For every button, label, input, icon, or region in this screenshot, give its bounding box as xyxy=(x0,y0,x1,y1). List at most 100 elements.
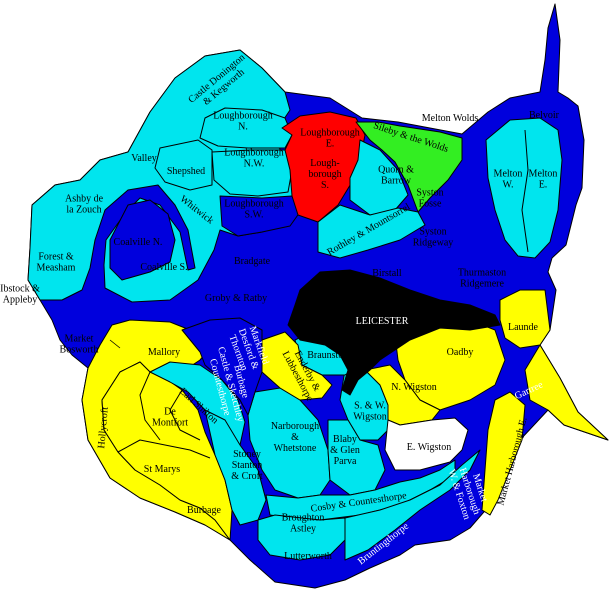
label-line: Syston xyxy=(419,227,446,238)
label-blaby: Blaby & Glen Parva xyxy=(330,434,360,467)
label-line: Thurmaston xyxy=(458,268,506,279)
label-syston-fosse: Syston Fosse xyxy=(416,188,443,210)
label-melton-w: Melton W. xyxy=(494,169,523,191)
label-line: Loughborough xyxy=(213,111,272,122)
label-braunstone: Braunstone xyxy=(307,350,353,361)
region-bruntingthorpe xyxy=(344,449,481,561)
label-mallory: Mallory xyxy=(148,347,180,358)
label-n-wigston: N. Wigston xyxy=(391,382,437,393)
label-line: Blaby xyxy=(333,434,357,445)
label-shepshed: Shepshed xyxy=(167,166,205,177)
label-melton-wolds: Melton Wolds xyxy=(422,113,479,124)
label-birstall: Birstall xyxy=(372,268,402,279)
label-line: Market xyxy=(65,334,94,345)
label-market-bosworth: Market Bosworth xyxy=(60,334,99,356)
label-narborough: Narborough & Whetstone xyxy=(271,421,319,454)
label-forest-measham: Forest & Measham xyxy=(37,252,76,274)
label-e-wigston: E. Wigston xyxy=(407,442,451,453)
label-line: Oadby xyxy=(447,347,474,358)
label-line: Mallory xyxy=(148,347,180,358)
label-coalville-n: Coalville N. xyxy=(114,237,163,248)
label-line: Loughborough xyxy=(300,128,359,139)
label-line: Astley xyxy=(290,524,316,535)
label-line: Melton Wolds xyxy=(422,113,479,124)
label-line: Ridgemere xyxy=(460,279,504,290)
label-lutterworth: Lutterworth xyxy=(284,551,332,562)
label-st-marys: St Marys xyxy=(144,464,181,475)
label-line: Wigston xyxy=(353,412,387,423)
label-ibstock: Ibstock & Appleby xyxy=(0,284,40,306)
label-line: Lough- xyxy=(310,158,339,169)
region-loughborough-east xyxy=(281,111,366,223)
label-line: S. xyxy=(321,180,329,191)
region-rothley-mountsorrel xyxy=(317,204,426,259)
label-melton-e: Melton E. xyxy=(529,169,558,191)
label-loughborough-n: Loughborough N. xyxy=(213,111,272,133)
region-loughborough-nw xyxy=(211,149,293,197)
label-coalville-s: Coalville S. xyxy=(140,262,187,273)
label-belvoir: Belvoir xyxy=(529,110,560,121)
region-blaby xyxy=(327,419,386,496)
label-line: Burbage xyxy=(187,505,221,516)
label-bradgate: Bradgate xyxy=(234,256,271,267)
label-valley: Valley xyxy=(131,153,157,164)
label-gartree: Gartree xyxy=(513,379,545,402)
label-broughton: Broughton Astley xyxy=(282,513,325,535)
label-line: Launde xyxy=(508,322,539,333)
label-line: Bruntingthorpe xyxy=(356,521,411,568)
region-market-harborough-e xyxy=(481,391,526,516)
label-market-harborough-w: MarketHarboroughW. & Foxton xyxy=(446,461,493,521)
label-line: Quorn & xyxy=(378,165,414,176)
label-thurmaston: Thurmaston Ridgemere xyxy=(458,268,506,290)
label-quorn: Quorn & Barrow xyxy=(378,165,414,187)
label-line: & Glen xyxy=(330,445,360,456)
label-line: Forest & xyxy=(38,252,74,263)
label-line: N. xyxy=(238,122,248,133)
label-line: Cosby & Countesthorpe xyxy=(310,490,408,514)
label-line: St Marys xyxy=(144,464,181,475)
label-line: Ibstock & xyxy=(0,284,40,295)
label-line: Narborough xyxy=(271,421,319,432)
label-line: Fosse xyxy=(419,199,442,210)
label-line: & Croft xyxy=(231,471,263,482)
label-line: E. xyxy=(539,180,548,191)
label-line: Shepshed xyxy=(167,166,205,177)
label-burbage: Burbage xyxy=(187,505,221,516)
label-ashby: Ashby de la Zouch xyxy=(65,194,104,216)
label-line: Syston xyxy=(416,188,443,199)
label-sileby: Sileby & the Wolds xyxy=(372,120,450,155)
label-castle-donington: Castle Donington& Kegworth xyxy=(186,52,254,114)
label-line: Barrow xyxy=(381,176,412,187)
label-line: Hollycroft xyxy=(96,406,111,449)
label-market-harborough-e: Market Harborough E. xyxy=(496,416,530,507)
label-loughborough-s: Lough-borough S. xyxy=(308,158,341,191)
label-line: Belvoir xyxy=(529,110,560,121)
label-leicester: LEICESTER xyxy=(356,316,409,327)
label-line: Coalville S. xyxy=(140,262,187,273)
label-launde: Launde xyxy=(508,322,539,333)
label-line: borough xyxy=(308,169,341,180)
label-line: Sileby & the Wolds xyxy=(372,120,450,155)
label-line: N.W. xyxy=(244,159,265,170)
label-line: E. xyxy=(326,139,335,150)
label-loughborough-nw: Loughborough N.W. xyxy=(224,148,283,170)
label-rothley: Rothley & Mountsorrel xyxy=(325,201,412,258)
label-line: Broughton xyxy=(282,513,325,524)
region-broughton xyxy=(257,514,346,561)
label-line: Whitwick xyxy=(178,194,216,227)
region-leicester xyxy=(287,269,501,396)
label-line: Valley xyxy=(131,153,157,164)
label-line: Market Harborough E. xyxy=(496,416,530,507)
label-line: E. Wigston xyxy=(407,442,451,453)
label-line: Measham xyxy=(37,263,76,274)
region-sileby-wolds xyxy=(355,121,463,213)
region-loughborough-sw xyxy=(219,195,301,237)
label-line: LEICESTER xyxy=(356,316,409,327)
label-line: & xyxy=(291,432,299,443)
label-sw-wigston: S. & W. Wigston xyxy=(353,401,387,423)
label-line: Whetstone xyxy=(274,443,317,454)
label-loughborough-e: Loughborough E. xyxy=(300,128,359,150)
label-whitwick: Whitwick xyxy=(178,194,216,227)
